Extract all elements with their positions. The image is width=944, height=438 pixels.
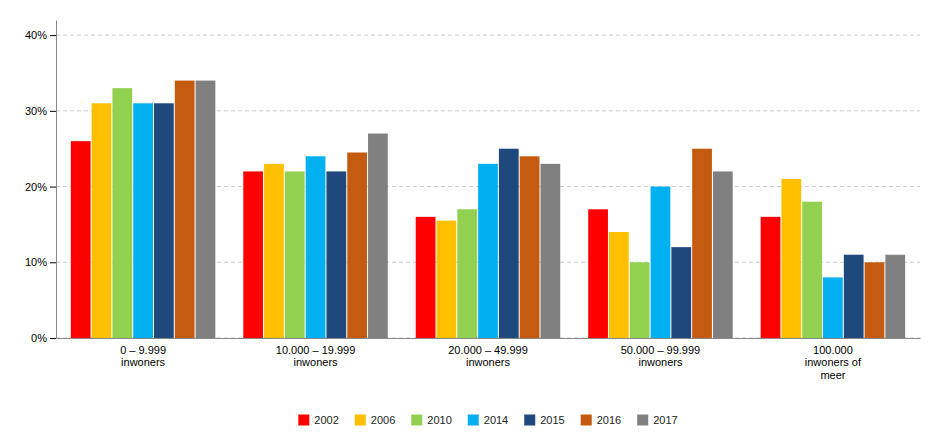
bar [478,164,498,338]
legend-swatch [298,415,309,426]
bar [520,156,540,338]
bar [347,153,367,339]
legend-item: 2002 [298,414,338,426]
bar [437,221,457,338]
bars [71,81,905,338]
tick: 0 – 9.999inwoners [120,344,166,369]
legend-item: 2017 [637,414,677,426]
grid [56,35,920,338]
tick-mark [50,338,56,339]
tick-label: 10.000 – 19.999inwoners [276,344,356,369]
bar [264,164,284,338]
bar [306,156,326,338]
legend-swatch [581,415,592,426]
legend-label: 2014 [484,414,508,426]
tick-label: 50.000 – 99.999inwoners [621,344,701,369]
bar [781,179,801,338]
legend-item: 2006 [355,414,395,426]
bar [326,171,346,338]
bar [416,217,436,338]
bar [692,149,712,338]
bar [499,149,519,338]
legend: 2002 2006 2010 2014 2015 2016 2017 [298,414,677,426]
bar [457,209,477,338]
tick: 40% [25,29,56,41]
legend-label: 2002 [314,414,338,426]
bar [588,209,608,338]
bar [92,103,112,338]
axis-line [56,21,57,339]
bar-series [196,81,906,338]
bar [609,232,629,338]
bar [651,187,671,338]
bar [368,134,388,338]
bar [112,88,132,338]
legend-item: 2014 [468,414,508,426]
bar [133,103,153,338]
legend-label: 2015 [540,414,564,426]
bar [285,171,305,338]
legend-swatch [637,415,648,426]
bar [175,81,195,338]
bar-series [112,88,822,338]
bar-series [133,103,843,338]
bar [761,217,781,338]
tick: 10.000 – 19.999inwoners [276,344,356,369]
tick-mark [50,35,56,36]
tick-label: 30% [25,105,47,117]
legend-label: 2006 [371,414,395,426]
legend-item: 2016 [581,414,621,426]
tick-mark [50,262,56,263]
legend-label: 2017 [653,414,677,426]
bar [196,81,216,338]
bar [844,255,864,338]
tick-label: 20.000 – 49.999inwoners [448,344,528,369]
tick-label: 10% [25,256,47,268]
legend-label: 2016 [597,414,621,426]
bar [541,164,561,338]
legend-swatch [355,415,366,426]
tick: 10% [25,256,56,268]
bar [885,255,905,338]
legend-label: 2010 [427,414,451,426]
tick: 20% [25,181,56,193]
legend-item: 2015 [524,414,564,426]
tick-label: 20% [25,181,47,193]
tick: 30% [25,105,56,117]
chart: 0% 10% 20% 30% 40% 0 – 9.999inwoners 10.000 – … [0,0,944,438]
bar [243,171,263,338]
tick: 100.000inwoners ofmeer [805,344,862,381]
grid-line [56,35,920,36]
tick: 50.000 – 99.999inwoners [621,344,701,369]
tick-mark [50,187,56,188]
bar [713,171,733,338]
axis-line [57,338,921,339]
bar-series [175,81,885,338]
legend-swatch [468,415,479,426]
legend-item: 2010 [411,414,451,426]
tick: 0% [31,332,56,344]
bar [802,202,822,338]
tick-label: 100.000inwoners ofmeer [805,344,862,381]
tick: 20.000 – 49.999inwoners [448,344,528,369]
tick-label: 40% [25,29,47,41]
y-axis: 0% 10% 20% 30% 40% [25,21,57,345]
plot: 0% 10% 20% 30% 40% 0 – 9.999inwoners 10.000 – … [25,21,921,382]
legend-swatch [524,415,535,426]
tick-label: 0 – 9.999inwoners [120,344,166,369]
bar [630,262,650,338]
bar [154,103,174,338]
bar [671,247,691,338]
x-axis: 0 – 9.999inwoners 10.000 – 19.999inwoners… [57,339,921,382]
legend-swatch [411,415,422,426]
bar [71,141,91,338]
bar-series [154,103,864,338]
tick-label: 0% [31,332,47,344]
tick-mark [50,111,56,112]
bar [865,262,885,338]
bar [823,277,843,338]
